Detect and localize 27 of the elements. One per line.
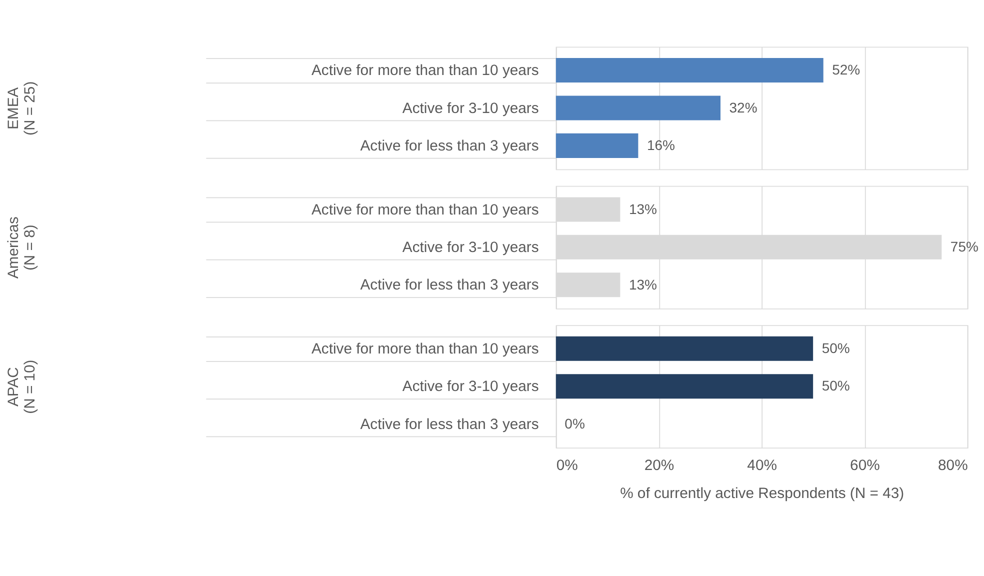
data-label: 32% bbox=[729, 99, 758, 116]
x-axis-title: % of currently active Respondents (N = 43) bbox=[620, 486, 904, 502]
data-label: 0% bbox=[564, 415, 585, 432]
data-label: 16% bbox=[646, 137, 675, 154]
y-axis-title: APAC (N = 10) bbox=[6, 360, 39, 414]
y-tick-label: Active for 3-10 years bbox=[402, 240, 539, 256]
y-tick-label: Active for 3-10 years bbox=[402, 100, 539, 117]
x-tick-label: 40% bbox=[747, 458, 777, 474]
data-label: 13% bbox=[628, 200, 657, 217]
x-tick-label: 60% bbox=[850, 458, 880, 474]
y-tick-label: Active for 3-10 years bbox=[402, 379, 539, 396]
y-axis-title: Americas (N = 8) bbox=[6, 216, 39, 279]
y-tick-label: Active for less than 3 years bbox=[360, 416, 539, 433]
data-label: 50% bbox=[822, 378, 850, 394]
data-label: 50% bbox=[822, 340, 850, 356]
x-tick-label: 80% bbox=[938, 458, 968, 474]
data-label: 75% bbox=[950, 238, 978, 255]
y-tick-label: Active for less than 3 years bbox=[360, 278, 539, 294]
data-label: 52% bbox=[832, 62, 860, 78]
x-tick-label: 20% bbox=[644, 458, 674, 474]
y-tick-label: Active for more than than 10 years bbox=[311, 202, 539, 218]
y-tick-label: Active for more than than 10 years bbox=[311, 63, 539, 80]
x-tick-label: 0% bbox=[556, 458, 578, 474]
y-tick-label: Active for more than than 10 years bbox=[311, 341, 539, 358]
y-axis-title: EMEA (N = 25) bbox=[6, 81, 39, 136]
data-label: 13% bbox=[628, 276, 657, 292]
y-tick-label: Active for less than 3 years bbox=[360, 138, 539, 155]
